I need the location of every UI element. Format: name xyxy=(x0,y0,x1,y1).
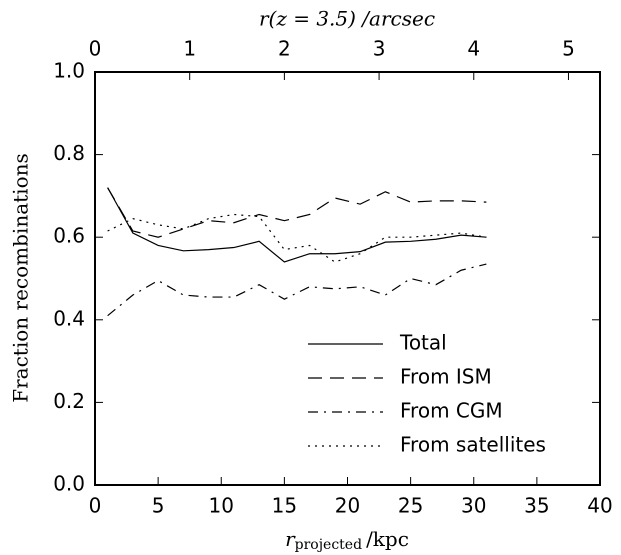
x-label-symbol: r xyxy=(285,527,296,551)
top-tick-label: 3 xyxy=(373,37,386,61)
x-tick-label: 30 xyxy=(461,494,486,518)
top-tick-label: 5 xyxy=(562,37,575,61)
top-tick-label: 4 xyxy=(467,37,480,61)
y-tick-label: 0.2 xyxy=(53,389,85,413)
x-tick-label: 0 xyxy=(89,494,102,518)
series-line xyxy=(107,187,487,238)
x-tick-label: 10 xyxy=(209,494,234,518)
y-tick-label: 0.6 xyxy=(53,224,85,248)
x-tick-label: 5 xyxy=(152,494,165,518)
legend-label: From ISM xyxy=(400,365,492,389)
top-axis-label: r(z = 3.5) /arcsec xyxy=(259,7,435,31)
top-tick-label: 2 xyxy=(278,37,291,61)
y-tick-label: 1.0 xyxy=(53,59,85,83)
x-label-subscript: projected xyxy=(295,537,362,553)
y-axis-label: Fraction recombinations xyxy=(9,153,33,403)
x-tick-label: 40 xyxy=(587,494,612,518)
plot-frame xyxy=(94,71,601,486)
legend-label: From CGM xyxy=(400,399,503,423)
top-tick-label: 0 xyxy=(89,37,102,61)
x-tick-label: 35 xyxy=(524,494,549,518)
top-tick-label: 1 xyxy=(183,37,196,61)
x-tick-label: 25 xyxy=(398,494,423,518)
series-line xyxy=(107,187,487,263)
x-label-unit: /kpc xyxy=(366,527,409,551)
x-tick-label: 20 xyxy=(335,494,360,518)
y-tick-label: 0.8 xyxy=(53,141,85,165)
x-axis-label: rprojected/kpc xyxy=(285,527,409,554)
series-line xyxy=(107,263,487,317)
legend-label: Total xyxy=(399,331,447,355)
y-tick-label: 0.0 xyxy=(53,472,85,496)
y-tick-label: 0.4 xyxy=(53,306,85,330)
x-tick-label: 15 xyxy=(272,494,297,518)
legend-label: From satellites xyxy=(400,433,546,457)
series-line xyxy=(107,213,487,263)
